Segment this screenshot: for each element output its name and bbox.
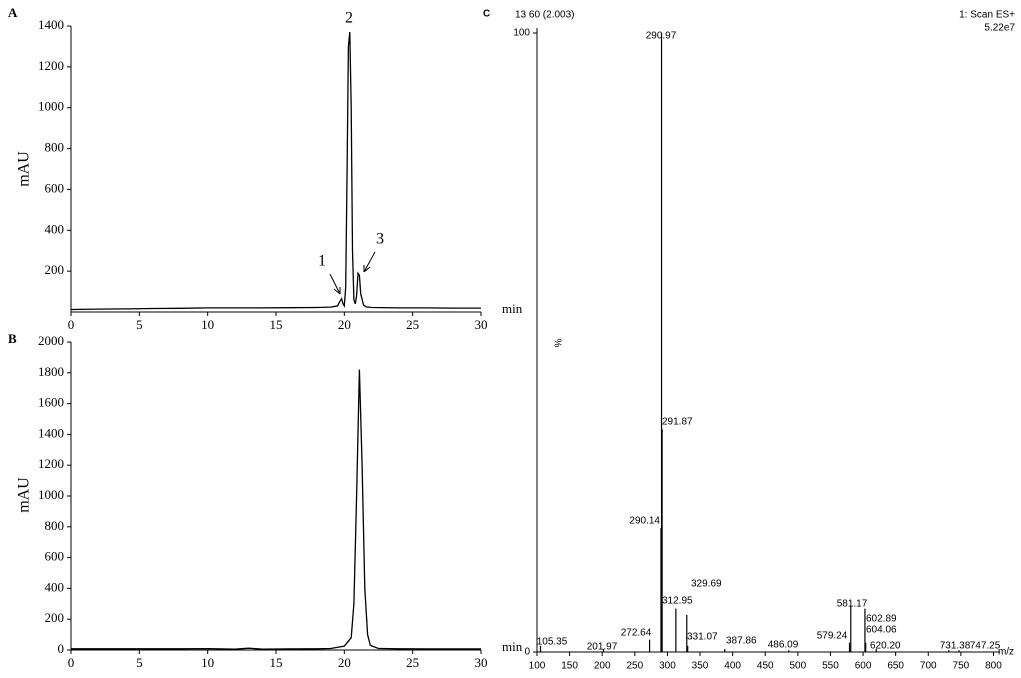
scan-mode: 1: Scan ES+ bbox=[959, 10, 1015, 21]
peak-label: 602.89 bbox=[866, 614, 897, 625]
x-tick-label: 250 bbox=[626, 661, 643, 672]
x-tick-label: 300 bbox=[659, 661, 676, 672]
y-tick-label: 200 bbox=[45, 610, 65, 625]
x-tick-label: 400 bbox=[724, 661, 741, 672]
y-tick-label: 1600 bbox=[38, 395, 64, 410]
peak-label: 747.25 bbox=[970, 641, 1001, 652]
x-tick-label: 30 bbox=[475, 317, 488, 332]
x-tick-label: 650 bbox=[887, 661, 904, 672]
trace bbox=[70, 32, 481, 311]
x-tick-label: 10 bbox=[201, 317, 214, 332]
panel-a: A 0 5 10 15 20 25 30 200 400 600 800 1000 1200 1400 mAU… bbox=[8, 5, 523, 332]
peak-annotation: 1 bbox=[318, 253, 326, 270]
y-tick-label: 1000 bbox=[38, 487, 64, 502]
y-tick-label: 1400 bbox=[38, 17, 64, 32]
y-tick-label: 100 bbox=[513, 28, 530, 39]
y-tick-label: 600 bbox=[45, 549, 65, 564]
y-tick-label: 0 bbox=[58, 641, 65, 656]
trace bbox=[71, 369, 481, 650]
y-tick-label: 400 bbox=[45, 579, 65, 594]
peak-label: 620.20 bbox=[870, 641, 901, 652]
intensity: 5.22e7 bbox=[984, 23, 1015, 34]
peak-label: 201.97 bbox=[587, 642, 618, 653]
x-tick-label: 20 bbox=[338, 655, 351, 670]
x-tick-label: 150 bbox=[561, 661, 578, 672]
y-tick-label: 1800 bbox=[38, 364, 64, 379]
x-tick-label: 450 bbox=[757, 661, 774, 672]
x-tick-label: 200 bbox=[594, 661, 611, 672]
peak-label: 579.24 bbox=[817, 631, 848, 642]
x-tick-label: 0 bbox=[68, 317, 75, 332]
y-axis-label: mAU bbox=[16, 477, 33, 513]
arrow bbox=[329, 273, 341, 295]
y-tick-label: 1200 bbox=[38, 456, 64, 471]
panel-label: A bbox=[8, 5, 18, 20]
x-tick-label: 10 bbox=[201, 655, 214, 670]
x-tick-label: 5 bbox=[136, 655, 143, 670]
x-tick-label: 0 bbox=[68, 655, 75, 670]
x-tick-label: 800 bbox=[985, 661, 1002, 672]
peak-label: 604.06 bbox=[866, 625, 897, 636]
x-tick-label: 30 bbox=[475, 655, 488, 670]
y-axis-label: mAU bbox=[16, 151, 33, 187]
y-tick-label: 200 bbox=[45, 262, 65, 277]
x-tick-label: 600 bbox=[855, 661, 872, 672]
panel-label: B bbox=[8, 331, 17, 346]
peak-annotation: 2 bbox=[345, 10, 353, 27]
x-axis-label: min bbox=[502, 639, 523, 654]
x-tick-label: 25 bbox=[406, 655, 419, 670]
peak-label: 290.14 bbox=[629, 516, 660, 527]
y-tick-label: 800 bbox=[45, 140, 65, 155]
y-tick-label: 2000 bbox=[38, 333, 64, 348]
x-axis-label: m/z bbox=[998, 647, 1014, 658]
x-tick-label: 15 bbox=[270, 317, 283, 332]
x-tick-label: 15 bbox=[270, 655, 283, 670]
peak-label: 731.38 bbox=[940, 641, 971, 652]
peak-label: 331.07 bbox=[687, 632, 718, 643]
y-axis-label: % bbox=[551, 339, 562, 348]
y-tick-label: 1000 bbox=[38, 99, 64, 114]
x-tick-label: 20 bbox=[338, 317, 351, 332]
peak-label: 387.86 bbox=[726, 636, 757, 647]
x-tick-label: 350 bbox=[692, 661, 709, 672]
x-tick-label: 750 bbox=[953, 661, 970, 672]
peak-label: 312.95 bbox=[662, 596, 693, 607]
peak-annotation: 3 bbox=[376, 231, 384, 248]
y-tick-label: 600 bbox=[45, 180, 65, 195]
header: 13 60 (2.003) bbox=[515, 10, 575, 21]
panel-label: C bbox=[483, 9, 490, 20]
x-tick-label: 25 bbox=[406, 317, 419, 332]
x-axis-label: min bbox=[502, 301, 523, 316]
panel-b: B 0 5 10 15 20 25 30 0 200 400 600 800 1000 1200 1400 16… bbox=[8, 331, 523, 670]
peak-label: 581.17 bbox=[837, 599, 868, 610]
peak-label: 272.64 bbox=[621, 628, 652, 639]
y-tick-label: 400 bbox=[45, 221, 65, 236]
x-tick-label: 5 bbox=[136, 317, 143, 332]
x-tick-label: 500 bbox=[790, 661, 807, 672]
y-tick-label: 0 bbox=[524, 647, 530, 658]
arrow bbox=[363, 251, 376, 273]
x-tick-label: 100 bbox=[529, 661, 546, 672]
peak-label: 329.69 bbox=[691, 579, 722, 590]
y-tick-label: 1200 bbox=[38, 58, 64, 73]
y-tick-label: 1400 bbox=[38, 425, 64, 440]
peak-label: 486.09 bbox=[768, 640, 799, 651]
x-tick-label: 550 bbox=[822, 661, 839, 672]
x-tick-label: 700 bbox=[920, 661, 937, 672]
peak-label: 105.35 bbox=[537, 637, 568, 648]
y-tick-label: 800 bbox=[45, 518, 65, 533]
peak-label: 291.87 bbox=[662, 417, 693, 428]
peak-label: 290.97 bbox=[646, 31, 677, 42]
panel-c: C 100 150 200 250 300 350 400 450 500 550 600 650 700… bbox=[483, 9, 1015, 672]
